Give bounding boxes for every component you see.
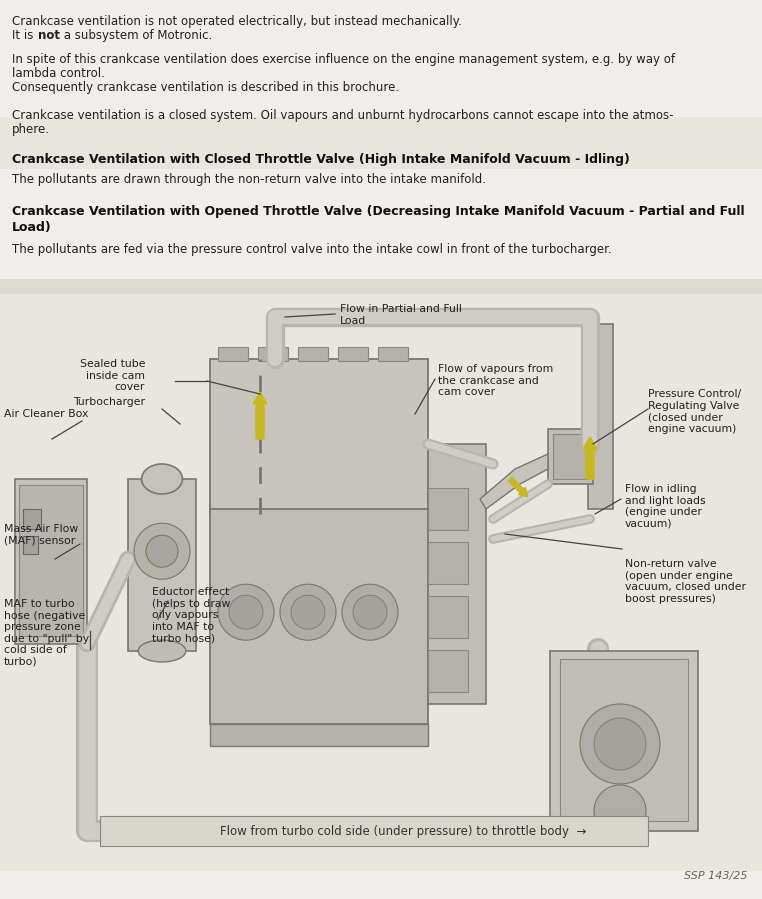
Text: Crankcase ventilation is a closed system. Oil vapours and unburnt hydrocarbons c: Crankcase ventilation is a closed system… [12, 109, 674, 122]
Bar [428, 444, 486, 704]
Bar [550, 651, 698, 831]
Circle shape [134, 523, 190, 579]
Bar [210, 509, 428, 724]
Text: lambda control.: lambda control. [12, 67, 105, 80]
Circle shape [291, 595, 325, 629]
Text: It is: It is [12, 29, 37, 42]
Text: Sealed tube
inside cam
cover: Sealed tube inside cam cover [79, 359, 145, 392]
Circle shape [146, 535, 178, 567]
Bar [428, 650, 468, 692]
Bar [0, 279, 762, 871]
Bar [23, 509, 41, 529]
Circle shape [280, 584, 336, 640]
Bar [258, 347, 288, 361]
Bar [0, 117, 762, 169]
Circle shape [218, 584, 274, 640]
FancyArrow shape [253, 392, 267, 439]
Circle shape [342, 584, 398, 640]
Bar [15, 479, 87, 644]
Text: Crankcase Ventilation with Closed Throttle Valve (High Intake Manifold Vacuum - : Crankcase Ventilation with Closed Thrott… [12, 153, 630, 166]
Text: a subsystem of Motronic.: a subsystem of Motronic. [60, 29, 213, 42]
Text: Non-return valve
(open under engine
vacuum, closed under
boost pressures): Non-return valve (open under engine vacu… [625, 559, 746, 604]
Bar [428, 488, 468, 530]
Text: Mass Air Flow
(MAF) sensor: Mass Air Flow (MAF) sensor [4, 524, 78, 546]
Text: Flow of vapours from
the crankcase and
cam cover: Flow of vapours from the crankcase and c… [438, 364, 553, 397]
Text: Turbocharger: Turbocharger [73, 397, 145, 407]
Bar [100, 816, 648, 846]
Text: Load): Load) [12, 221, 52, 234]
Bar [428, 542, 468, 584]
Text: The pollutants are fed via the pressure control valve into the intake cowl in fr: The pollutants are fed via the pressure … [12, 243, 612, 256]
Text: Eductor effect
(helps to draw
oily vapours
into MAF to
turbo hose): Eductor effect (helps to draw oily vapou… [152, 587, 230, 644]
Circle shape [353, 595, 387, 629]
Bar [0, 0, 762, 109]
Bar [23, 536, 38, 554]
Bar [0, 279, 762, 294]
Bar [378, 347, 408, 361]
Circle shape [594, 718, 646, 770]
Bar [560, 659, 688, 821]
Bar [428, 596, 468, 638]
Text: Flow from turbo cold side (under pressure) to throttle body  →: Flow from turbo cold side (under pressur… [220, 824, 587, 838]
Ellipse shape [138, 640, 186, 662]
Bar [218, 347, 248, 361]
Circle shape [594, 785, 646, 837]
FancyArrow shape [583, 437, 597, 479]
Bar [210, 359, 428, 514]
Text: In spite of this crankcase ventilation does exercise influence on the engine man: In spite of this crankcase ventilation d… [12, 53, 675, 66]
Bar [298, 347, 328, 361]
Polygon shape [480, 454, 548, 509]
Circle shape [229, 595, 263, 629]
Text: Crankcase ventilation is not operated electrically, but instead mechanically.: Crankcase ventilation is not operated el… [12, 15, 462, 28]
Bar [128, 479, 196, 651]
Bar [548, 429, 593, 484]
FancyArrow shape [508, 477, 527, 496]
Text: Flow in idling
and light loads
(engine under
vacuum): Flow in idling and light loads (engine u… [625, 484, 706, 529]
Ellipse shape [142, 464, 182, 494]
Bar [553, 434, 588, 479]
Text: not: not [38, 29, 60, 42]
Text: Flow in Partial and Full
Load: Flow in Partial and Full Load [340, 304, 462, 325]
Text: SSP 143/25: SSP 143/25 [684, 871, 748, 881]
Bar [0, 169, 762, 279]
Text: MAF to turbo
hose (negative
pressure zone
due to "pull" by
cold side of
turbo): MAF to turbo hose (negative pressure zon… [4, 599, 89, 667]
Text: phere.: phere. [12, 123, 50, 136]
Text: Consequently crankcase ventilation is described in this brochure.: Consequently crankcase ventilation is de… [12, 81, 399, 94]
Bar [588, 324, 613, 509]
Bar [210, 724, 428, 746]
Text: The pollutants are drawn through the non-return valve into the intake manifold.: The pollutants are drawn through the non… [12, 173, 486, 186]
Bar [338, 347, 368, 361]
Text: Crankcase Ventilation with Opened Throttle Valve (Decreasing Intake Manifold Vac: Crankcase Ventilation with Opened Thrott… [12, 205, 744, 218]
Bar [19, 485, 83, 636]
Text: Pressure Control/
Regulating Valve
(closed under
engine vacuum): Pressure Control/ Regulating Valve (clos… [648, 389, 741, 434]
Circle shape [580, 704, 660, 784]
Text: Air Cleaner Box: Air Cleaner Box [4, 409, 88, 419]
